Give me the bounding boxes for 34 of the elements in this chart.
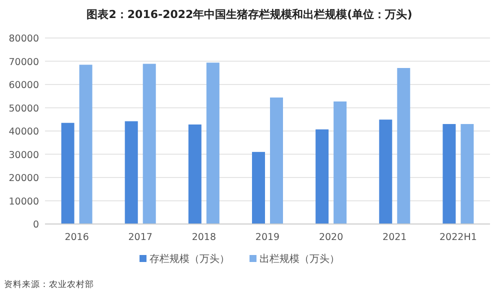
bar [442, 124, 456, 224]
y-tick-label: 40000 [8, 126, 39, 138]
bar [316, 129, 329, 224]
y-tick-label: 50000 [8, 103, 39, 114]
bar [379, 120, 392, 224]
x-tick-label: 2019 [255, 232, 280, 243]
x-tick-label: 2016 [64, 232, 89, 243]
x-tick-label: 2020 [318, 232, 344, 243]
legend-label: 出栏规模（万头） [260, 253, 340, 265]
bar [79, 64, 92, 224]
bar [61, 122, 74, 224]
bar [460, 124, 474, 224]
bar [142, 64, 156, 224]
y-tick-label: 70000 [8, 56, 39, 68]
y-tick-label: 80000 [8, 34, 39, 44]
bar [124, 121, 138, 224]
y-tick-label: 20000 [8, 173, 39, 184]
legend-label: 存栏规模（万头） [150, 253, 230, 265]
x-tick-label: 2018 [192, 232, 216, 243]
bar [188, 124, 202, 224]
chart-title: 图表2：2016-2022年中国生猪存栏规模和出栏规模(单位：万头) [86, 8, 412, 21]
y-tick-label: 60000 [8, 80, 39, 91]
text: 资料来源：农业农村部 [4, 279, 94, 290]
bar [334, 101, 347, 224]
bar [270, 98, 283, 224]
bar [397, 68, 410, 224]
x-tick-label: 2022H1 [440, 232, 477, 243]
x-tick-label: 2021 [382, 232, 407, 243]
x-tick-label: 2017 [128, 232, 152, 243]
y-tick-label: 0 [32, 220, 39, 230]
y-tick-label: 10000 [8, 196, 39, 208]
y-tick-label: 30000 [8, 150, 39, 161]
bar [252, 152, 265, 224]
bar [206, 62, 220, 224]
